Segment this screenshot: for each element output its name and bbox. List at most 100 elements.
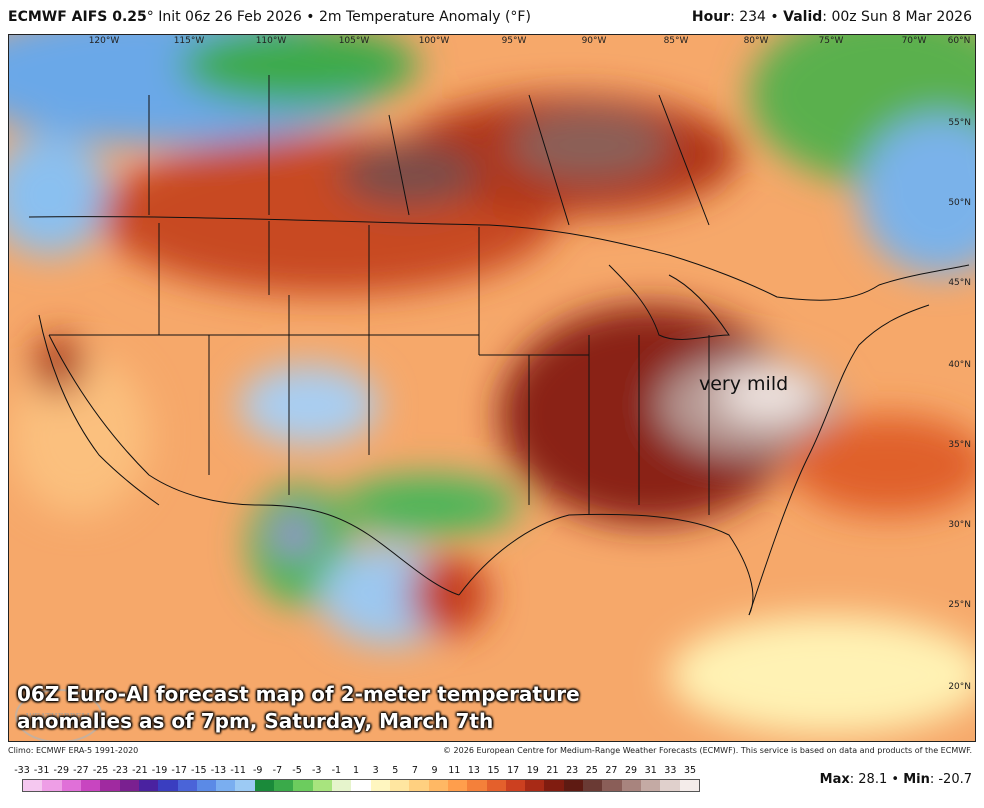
colorbar-tick-label: 35 [683,765,697,776]
colorbar-swatch [23,780,43,791]
pacific-coast [38,314,160,506]
annotation-label: very mild [699,373,789,395]
colorbar-tick-label: -29 [53,765,70,776]
colorbar-swatch [196,780,217,791]
longitude-label: 90°W [581,36,607,46]
atlantic-coast [748,304,930,616]
longitude-label: 95°W [501,36,527,46]
longitude-label: 70°W [901,36,927,46]
hour-value: : 234 [730,9,766,25]
colorbar-tick-label: -25 [92,765,109,776]
max-min-readout: Max: 28.1 • Min: -20.7 [820,772,972,787]
colorbar-tick-label: -9 [253,765,263,776]
colorbar-tick-label: -31 [33,765,50,776]
colorbar-tick-label: -19 [151,765,168,776]
colorbar-tick-label: 25 [585,765,598,776]
great-lakes [608,264,730,340]
caption-line-1: 06Z Euro-AI forecast map of 2-meter temp… [17,682,580,706]
colorbar-swatch [254,780,275,791]
bullet-2: • [770,9,779,25]
colorbar-swatch [505,780,526,791]
latitude-label: 20°N [948,682,971,692]
colorbar-tick-label: 21 [546,765,559,776]
latitude-label: 45°N [948,278,971,288]
state-lines [49,221,710,515]
max-value: : 28.1 [849,772,888,787]
colorbar-swatch [351,780,371,791]
colorbar [22,779,700,792]
latitude-label: 50°N [948,198,971,208]
colorbar-swatch [660,780,680,791]
climo-note: Climo: ECMWF ERA-5 1991-2020 [8,746,139,755]
colorbar-tick-label: -33 [14,765,30,776]
valid-value: : 00z Sun 8 Mar 2026 [822,9,972,25]
colorbar-tick-label: 13 [467,765,480,776]
longitude-label: 110°W [255,36,287,46]
longitude-label: 75°W [818,36,844,46]
colorbar-tick-label: -17 [171,765,187,776]
colorbar-swatch [80,780,101,791]
colorbar-swatch [679,780,699,791]
caption: 06Z Euro-AI forecast map of 2-meter temp… [17,681,617,735]
colorbar-tick-label: -23 [112,765,128,776]
colorbar-tick-label: -1 [331,765,342,776]
colorbar-swatch [525,780,545,791]
us-canada-border [28,216,970,301]
colorbar-tick-label: -13 [210,765,227,776]
latitude-label: 35°N [948,440,971,450]
colorbar-tick-label: 33 [664,765,677,776]
political-boundaries [28,75,970,616]
colorbar-swatch [447,780,468,791]
bullet-1: • [306,9,315,25]
colorbar-tick-label: 15 [487,765,500,776]
colorbar-tick-label: 5 [392,765,399,776]
colorbar-swatch [641,780,661,791]
copyright-note: © 2026 European Centre for Medium-Range … [443,746,972,755]
colorbar-tick-label: 31 [644,765,657,776]
colorbar-tick-label: 29 [625,765,638,776]
caption-line-2: anomalies as of 7pm, Saturday, March 7th [17,709,494,733]
colorbar-swatch [235,780,255,791]
latitude-label: 30°N [948,520,971,530]
colorbar-swatch [621,780,641,791]
colorbar-swatch [370,780,390,791]
init-time: Init 06z 26 Feb 2026 [158,9,302,25]
colorbar-swatch [467,780,487,791]
colorbar-swatch [274,780,294,791]
colorbar-swatch [409,780,429,791]
min-label: Min [903,772,930,787]
hour-label: Hour [691,9,731,25]
province-lines [148,75,710,226]
longitude-label: 80°W [743,36,769,46]
colorbar-tick-label: 3 [372,765,379,776]
longitude-label: 120°W [88,36,120,46]
colorbar-swatch [293,780,313,791]
anomaly-shading [9,35,975,735]
colorbar-tick-label: -11 [230,765,246,776]
min-value: : -20.7 [929,772,972,787]
gulf-coast [458,513,754,616]
colorbar-swatch [158,780,178,791]
colorbar-swatch [100,780,120,791]
anomaly-map [9,35,975,741]
colorbar-tick-label: -3 [311,765,322,776]
longitude-label: 85°W [663,36,689,46]
colorbar-tick-label: -27 [73,765,89,776]
latitude-label: 25°N [948,600,971,610]
weatherbell-logo: WEATHERBELL [15,689,103,741]
map-panel: 120°W 115°W 110°W 105°W 100°W 95°W 90°W 85°W 80°… [8,34,976,742]
us-mexico-border [48,334,460,596]
colorbar-swatch [42,780,62,791]
colorbar-swatch [216,780,236,791]
valid-time-info: Hour: 234 • Valid: 00z Sun 8 Mar 2026 [692,9,972,25]
bullet-3: • [891,772,900,787]
field-name: 2m Temperature Anomaly (°F) [318,9,531,25]
colorbar-swatch [312,780,332,791]
colorbar-swatch [583,780,603,791]
colorbar-labels: -33 -31 -29 -27 -25 -23 -21 -19 -17 -15 -13 -11 -9 -7… [14,765,704,777]
colorbar-swatch [61,780,81,791]
colorbar-swatch [332,780,352,791]
latitude-label: 55°N [948,118,971,128]
colorbar-tick-label: 11 [448,765,461,776]
colorbar-swatch [563,780,584,791]
